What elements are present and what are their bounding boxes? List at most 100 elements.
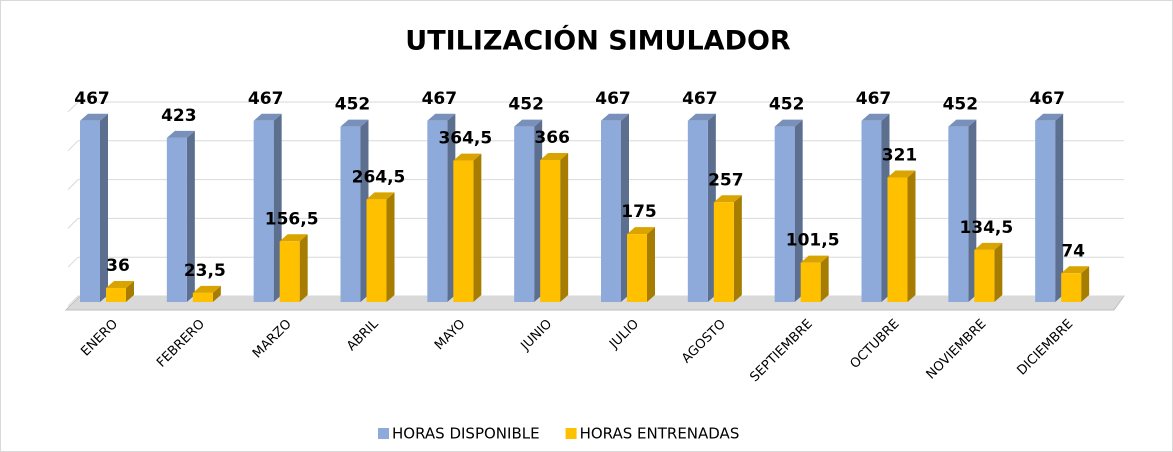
- bar-side: [560, 152, 569, 302]
- bar: [627, 227, 655, 302]
- bar-top: [166, 130, 195, 138]
- bar-side: [907, 170, 916, 302]
- bar-front: [1061, 273, 1082, 302]
- bar-front: [974, 249, 995, 302]
- data-label: 467: [74, 89, 110, 109]
- legend-label: HORAS ENTRENADAS: [580, 425, 740, 443]
- bar-top: [340, 119, 369, 127]
- bar-front: [800, 262, 821, 302]
- data-label: 467: [682, 89, 718, 109]
- bar: [253, 113, 282, 302]
- data-label: 452: [769, 95, 805, 115]
- bar: [887, 170, 916, 302]
- bar-top: [687, 113, 716, 121]
- bar: [948, 119, 977, 303]
- bar: [687, 113, 716, 302]
- data-label: 366: [534, 128, 570, 148]
- bar-top: [106, 281, 134, 289]
- bar-front: [540, 159, 561, 302]
- bar-top: [427, 113, 456, 121]
- grid-line-side: [67, 140, 79, 152]
- bar-front: [948, 126, 969, 303]
- bar: [713, 195, 742, 302]
- bar-side: [1055, 113, 1064, 302]
- bar: [192, 285, 221, 302]
- data-label: 175: [621, 202, 657, 222]
- bar-side: [794, 119, 803, 303]
- bar-front: [453, 160, 474, 302]
- data-label: 23,5: [184, 261, 226, 281]
- bar-front: [887, 177, 908, 302]
- bar-side: [186, 130, 195, 302]
- bar: [774, 119, 803, 303]
- bar-side: [299, 234, 308, 302]
- bar: [1035, 113, 1064, 302]
- bar-side: [386, 192, 395, 302]
- bar-front: [106, 288, 126, 302]
- bar-front: [601, 120, 621, 302]
- data-label: 467: [1029, 89, 1065, 109]
- bar-top: [514, 119, 543, 127]
- bar-top: [540, 152, 569, 160]
- bar-front: [1035, 120, 1056, 302]
- data-label: 423: [161, 106, 197, 126]
- data-label: 134,5: [959, 218, 1013, 238]
- data-label: 74: [1061, 241, 1085, 261]
- data-label: 101,5: [786, 231, 840, 251]
- data-label: 452: [335, 95, 371, 115]
- bar-top: [713, 195, 742, 203]
- bar: [800, 255, 829, 302]
- bar: [340, 119, 369, 303]
- bar-front: [627, 234, 647, 302]
- bar: [80, 113, 108, 302]
- data-label: 467: [422, 89, 458, 109]
- bar: [366, 192, 395, 302]
- data-label: 452: [943, 95, 979, 115]
- bar-top: [601, 113, 629, 121]
- bar-front: [366, 199, 387, 302]
- data-label: 156,5: [265, 209, 319, 229]
- bar-top: [774, 119, 803, 127]
- bar-side: [473, 153, 482, 302]
- bar-side: [1081, 266, 1090, 302]
- data-label: 364,5: [438, 129, 492, 149]
- bar-top: [253, 113, 282, 121]
- grid-line-side: [67, 179, 79, 190]
- data-label: 321: [882, 145, 918, 165]
- chart-title: UTILIZACIÓN SIMULADOR: [405, 25, 791, 57]
- data-label: 264,5: [352, 167, 406, 187]
- bar-front: [774, 126, 795, 303]
- bar-side: [820, 255, 829, 302]
- bar: [453, 153, 482, 302]
- bar-front: [80, 120, 100, 302]
- grid-line-side: [67, 295, 79, 307]
- bar-front: [687, 120, 708, 302]
- bar-front: [427, 120, 448, 302]
- bar-front: [713, 202, 734, 302]
- bar-top: [627, 227, 655, 235]
- bar: [1061, 266, 1090, 302]
- bar-top: [453, 153, 482, 161]
- data-label: 467: [248, 89, 284, 109]
- bar-side: [994, 242, 1003, 302]
- bar-top: [800, 255, 829, 263]
- bar-front: [253, 120, 274, 302]
- bar-top: [861, 113, 890, 121]
- bar: [861, 113, 890, 302]
- bar-side: [100, 113, 108, 302]
- bar-front: [279, 241, 300, 302]
- bar-top: [1035, 113, 1064, 121]
- bar-top: [192, 285, 221, 293]
- legend-label: HORAS DISPONIBLE: [392, 425, 540, 443]
- bar-front: [166, 137, 187, 302]
- bar-side: [647, 227, 655, 302]
- grid-line-side: [67, 256, 79, 268]
- data-label: 36: [106, 256, 130, 276]
- grid-line-side: [67, 101, 79, 113]
- bar-front: [514, 126, 535, 303]
- bar: [540, 152, 569, 302]
- bar: [166, 130, 195, 302]
- data-label: 257: [708, 170, 744, 190]
